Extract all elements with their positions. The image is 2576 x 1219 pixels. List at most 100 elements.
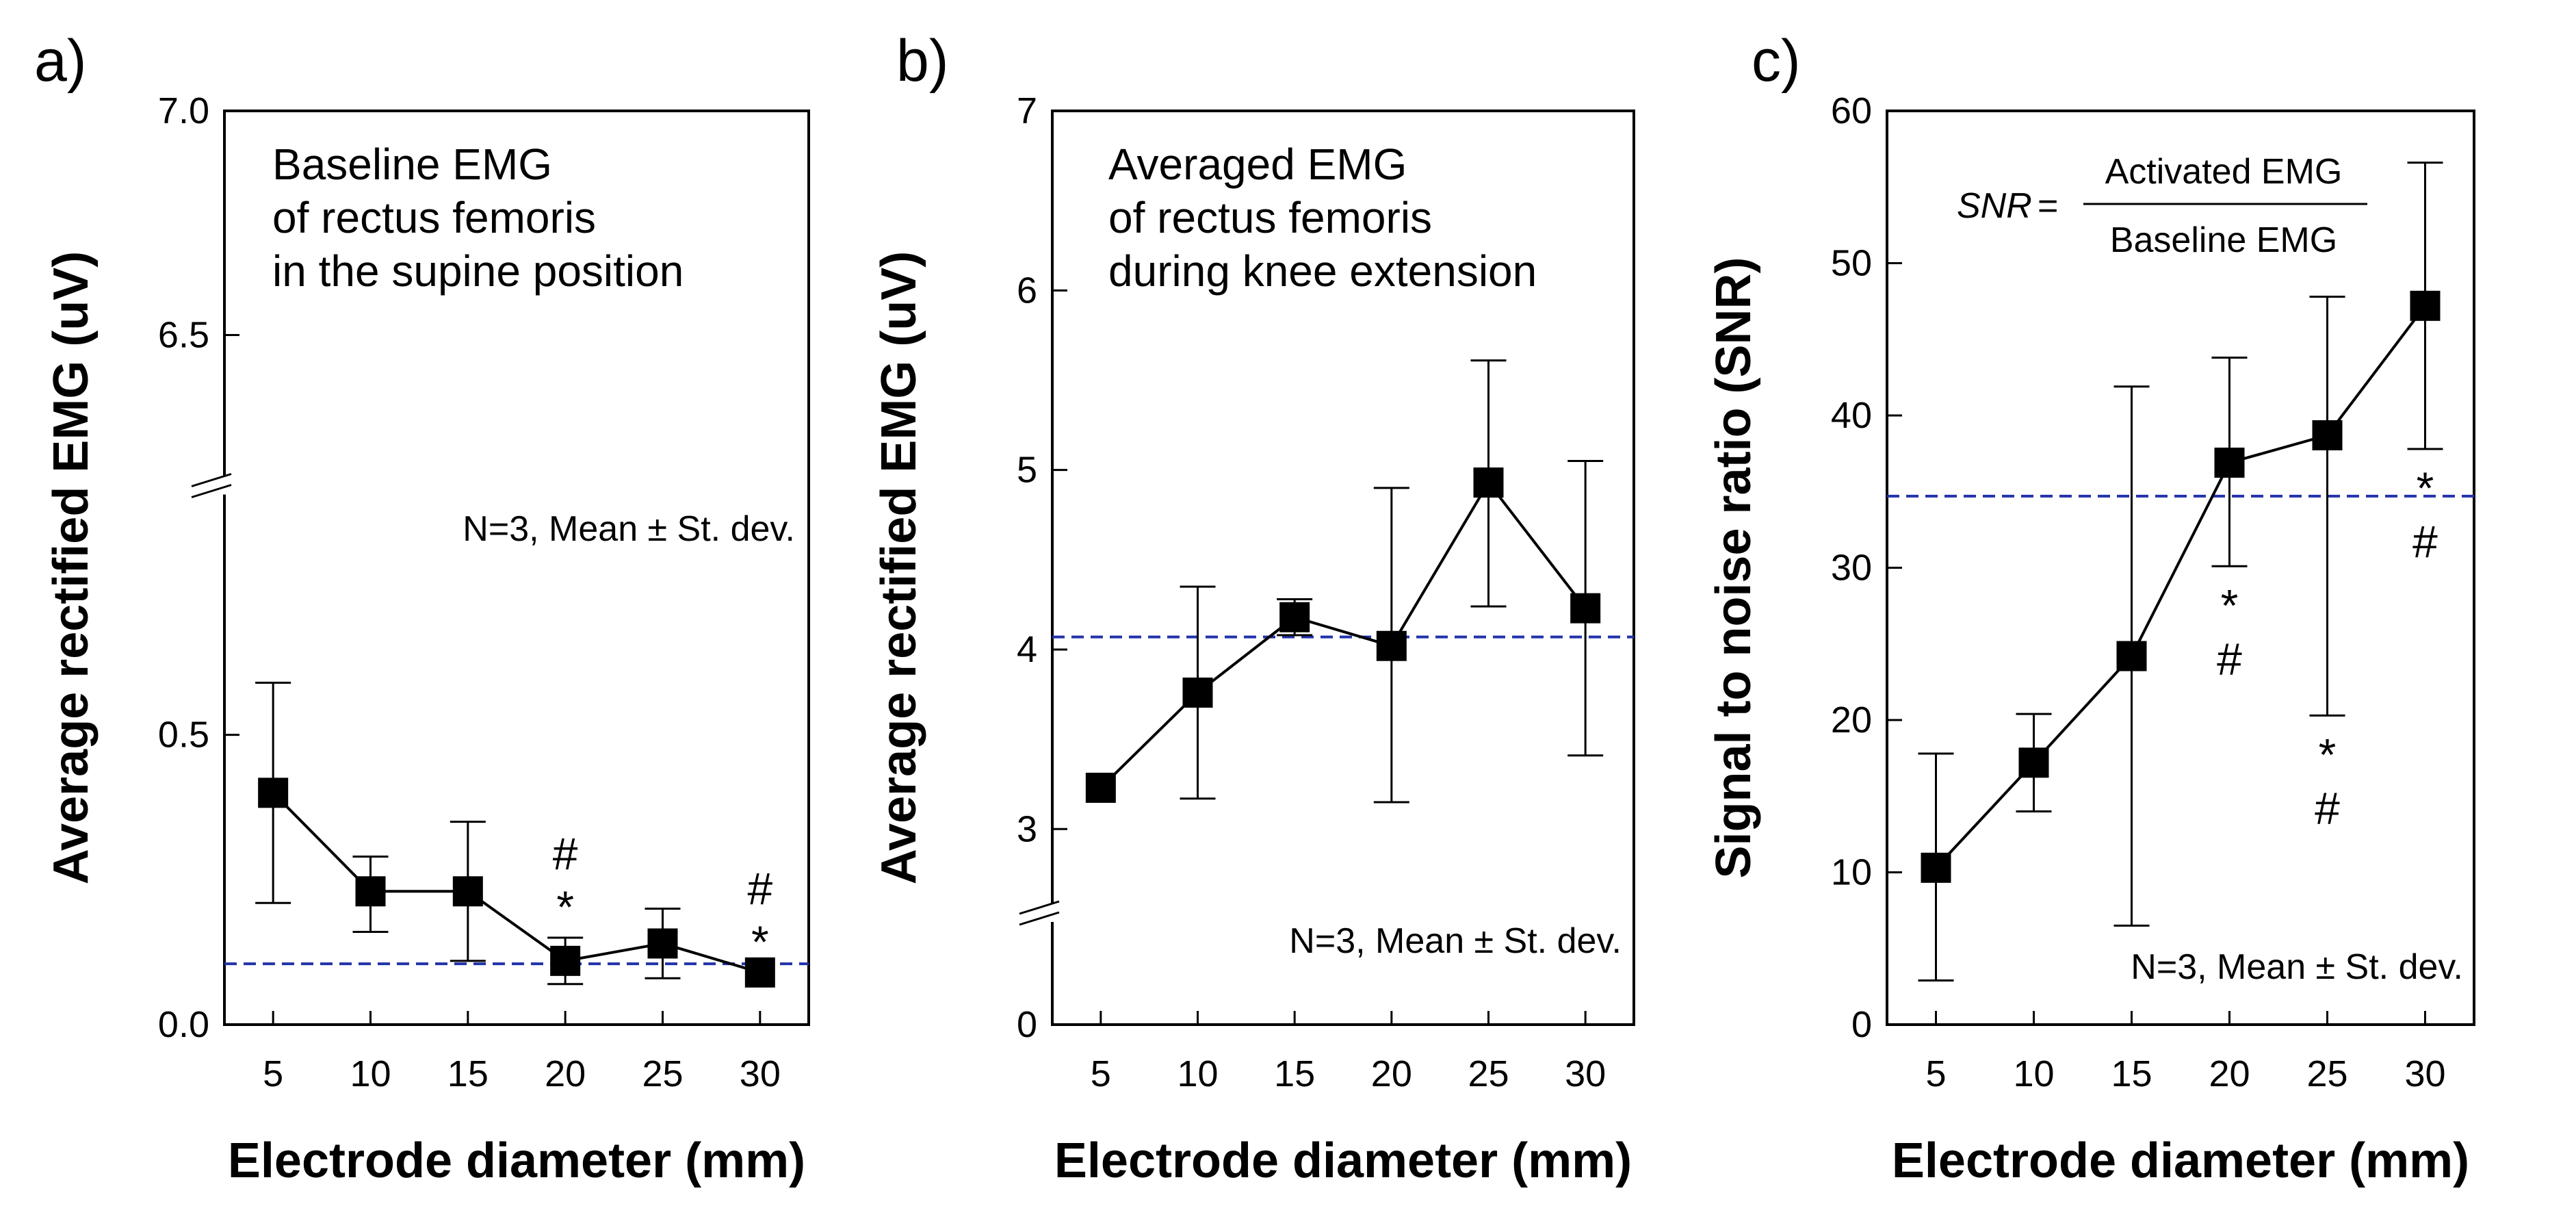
y-tick-label: 7 xyxy=(1017,90,1037,131)
data-point xyxy=(2018,747,2049,778)
x-tick-label: 5 xyxy=(1091,1053,1111,1094)
significance-marker: * xyxy=(556,882,574,932)
y-axis-title: Average rectified EMG (uV) xyxy=(44,251,99,885)
data-point xyxy=(2410,290,2441,321)
significance-marker: * xyxy=(2417,463,2434,513)
data-point xyxy=(1085,772,1116,803)
significance-marker: # xyxy=(2412,516,2438,567)
y-tick-label: 50 xyxy=(1831,243,1872,284)
x-tick-label: 25 xyxy=(642,1053,683,1094)
x-tick-label: 20 xyxy=(1371,1053,1412,1094)
axis-break-mark xyxy=(1019,900,1060,915)
data-point xyxy=(1182,677,1213,708)
panel-description: of rectus femoris xyxy=(1108,193,1432,242)
panel-description: Baseline EMG xyxy=(272,140,552,189)
plot-frame xyxy=(223,110,810,1026)
data-point xyxy=(1279,602,1310,632)
x-tick-label: 20 xyxy=(2209,1053,2250,1094)
significance-marker: # xyxy=(553,828,578,879)
x-tick-label: 20 xyxy=(545,1053,586,1094)
x-tick-label: 30 xyxy=(2404,1053,2445,1094)
x-tick-label: 10 xyxy=(1177,1053,1218,1094)
panel-description: during knee extension xyxy=(1108,246,1537,296)
x-tick-label: 15 xyxy=(447,1053,489,1094)
axis-break-gap xyxy=(1047,903,1058,922)
data-point xyxy=(1473,467,1504,498)
y-tick-label: 0 xyxy=(1017,1004,1037,1045)
data-point xyxy=(1570,593,1601,624)
stats-note: N=3, Mean ± St. dev. xyxy=(2131,947,2463,987)
formula-lhs: SNR xyxy=(1957,186,2032,226)
x-tick-label: 25 xyxy=(2306,1053,2347,1094)
data-point xyxy=(1376,630,1407,661)
y-tick-label: 6.5 xyxy=(158,315,209,356)
series-line xyxy=(1935,305,2427,869)
x-tick-label: 5 xyxy=(263,1053,283,1094)
y-tick-label: 5 xyxy=(1017,450,1037,491)
series-line xyxy=(1100,480,1587,789)
x-tick-label: 25 xyxy=(1468,1053,1509,1094)
x-axis-title: Electrode diameter (mm) xyxy=(1892,1133,2469,1188)
x-axis-title: Electrode diameter (mm) xyxy=(228,1133,805,1188)
x-axis-title: Electrode diameter (mm) xyxy=(1054,1133,1632,1188)
axis-break-mark xyxy=(191,484,232,498)
data-point xyxy=(2312,420,2343,450)
y-tick-label: 40 xyxy=(1831,395,1872,436)
y-tick-label: 0.0 xyxy=(158,1004,209,1045)
data-point xyxy=(2116,641,2147,671)
x-tick-label: 10 xyxy=(350,1053,391,1094)
axis-break-mark xyxy=(191,473,232,487)
panel-label: b) xyxy=(896,28,948,94)
formula-denominator: Baseline EMG xyxy=(2110,220,2337,260)
stats-note: N=3, Mean ± St. dev. xyxy=(1289,921,1622,961)
data-point xyxy=(1921,852,1951,883)
data-point xyxy=(647,928,678,959)
y-tick-label: 60 xyxy=(1831,90,1872,131)
panel-label: a) xyxy=(34,28,86,94)
y-tick-label: 3 xyxy=(1017,808,1037,849)
x-tick-label: 10 xyxy=(2013,1053,2054,1094)
significance-marker: # xyxy=(2217,633,2242,684)
x-tick-label: 30 xyxy=(1565,1053,1606,1094)
data-point xyxy=(355,876,386,907)
significance-marker: * xyxy=(2221,580,2239,630)
plot-frame xyxy=(1051,110,1635,1026)
axis-break-mark xyxy=(1019,911,1060,926)
data-point xyxy=(258,778,289,808)
x-tick-label: 5 xyxy=(1925,1053,1946,1094)
y-tick-label: 6 xyxy=(1017,270,1037,311)
panel-description: Averaged EMG xyxy=(1108,140,1407,189)
y-tick-label: 7.0 xyxy=(158,90,209,131)
data-point xyxy=(550,945,581,976)
significance-marker: # xyxy=(2315,782,2340,833)
y-tick-label: 30 xyxy=(1831,548,1872,589)
y-tick-label: 0 xyxy=(1851,1004,1872,1045)
panel-description: in the supine position xyxy=(272,246,684,296)
axis-break-gap xyxy=(219,475,230,495)
x-tick-label: 30 xyxy=(740,1053,781,1094)
significance-marker: * xyxy=(2319,729,2337,780)
panel-b: b) 0 3 4 5 6 7 5 10 15 20 25 30 Electrode diameter (m… xyxy=(872,28,1635,1188)
series-line xyxy=(272,791,761,974)
panel-description: of rectus femoris xyxy=(272,193,596,242)
y-tick-label: 4 xyxy=(1017,629,1037,670)
panel-a: a) 0.0 0.5 6.5 7.0 5 10 15 20 25 30 Electrode diame… xyxy=(34,28,810,1188)
panel-label: c) xyxy=(1752,28,1801,94)
data-point xyxy=(452,876,483,907)
formula-equals: = xyxy=(2038,186,2058,226)
data-point xyxy=(2214,447,2245,478)
y-axis-title: Signal to noise ratio (SNR) xyxy=(1706,257,1761,878)
y-tick-label: 20 xyxy=(1831,700,1872,741)
x-tick-label: 15 xyxy=(2111,1053,2152,1094)
y-tick-label: 0.5 xyxy=(158,715,209,756)
stats-note: N=3, Mean ± St. dev. xyxy=(463,509,795,549)
y-tick-label: 10 xyxy=(1831,852,1872,893)
data-point xyxy=(744,957,775,988)
y-axis-title: Average rectified EMG (uV) xyxy=(872,251,926,885)
formula-numerator: Activated EMG xyxy=(2105,152,2343,192)
x-tick-label: 15 xyxy=(1274,1053,1315,1094)
panel-c: c) 0 10 20 30 40 50 60 5 10 15 20 25 30 Electrode diam… xyxy=(1706,28,2475,1188)
significance-marker: # xyxy=(747,863,772,914)
significance-marker: * xyxy=(751,916,769,967)
